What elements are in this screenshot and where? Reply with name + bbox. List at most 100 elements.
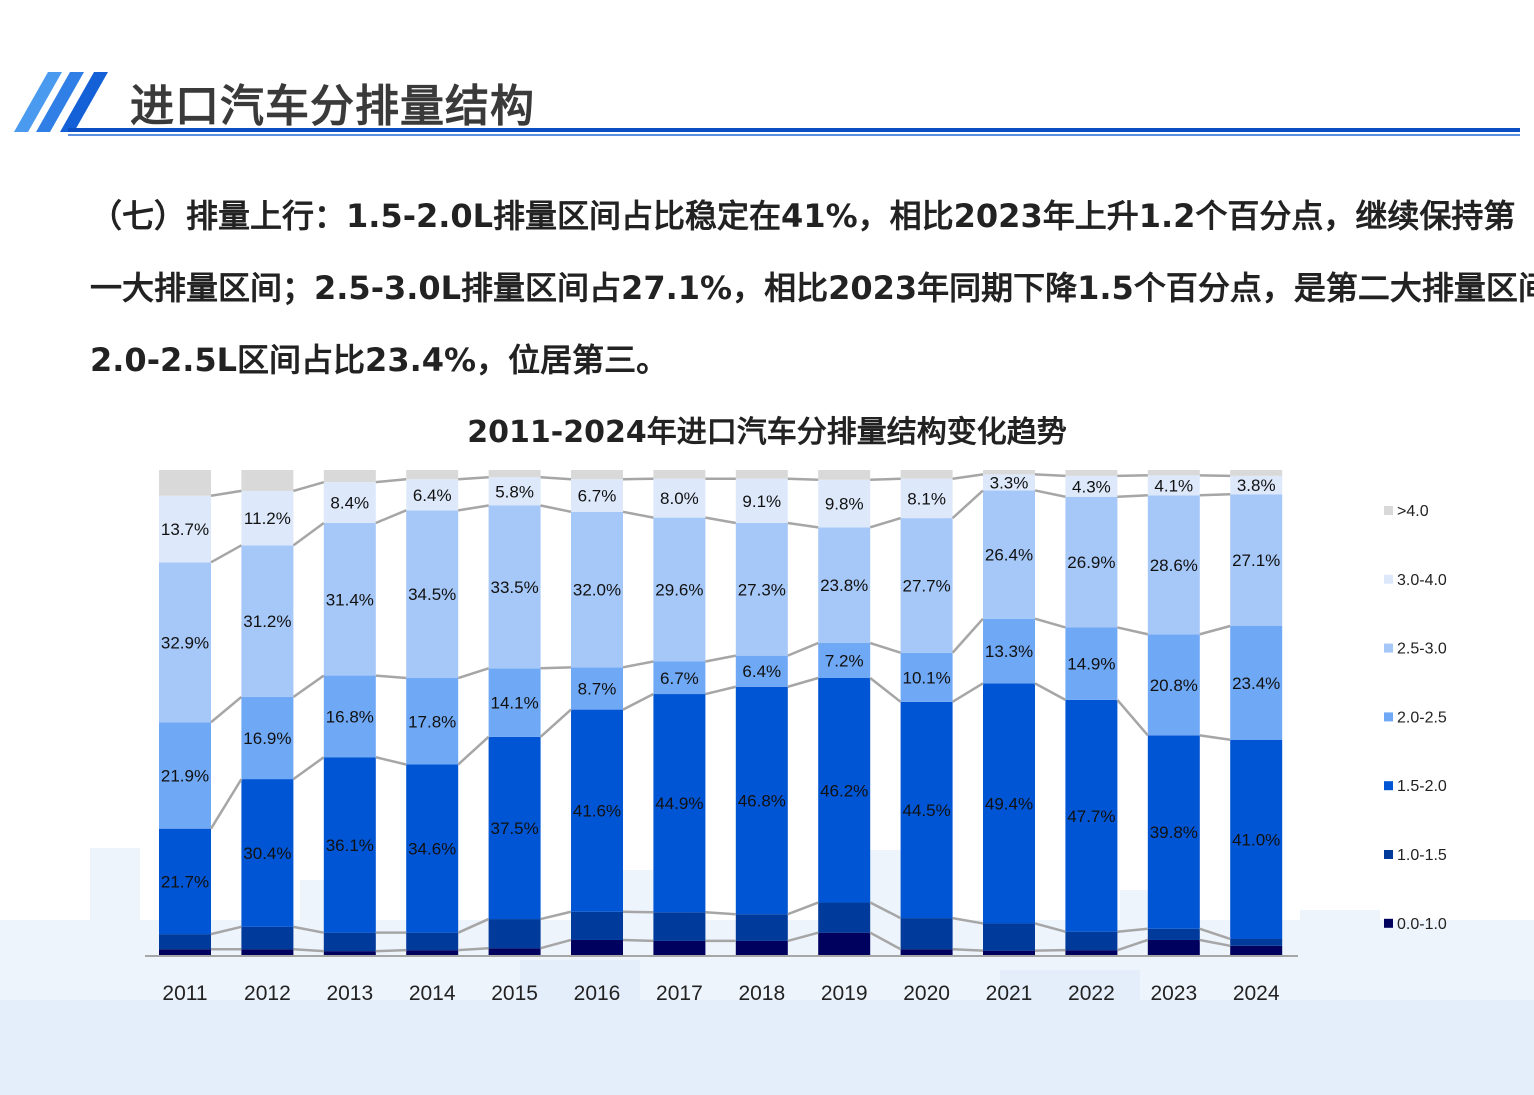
bar-segment — [983, 490, 1035, 619]
series-line — [293, 925, 325, 934]
data-label: 34.6% — [408, 840, 456, 859]
bar-segment — [406, 470, 459, 480]
series-line — [870, 477, 901, 481]
bar-segment — [488, 919, 541, 949]
data-label: 16.8% — [326, 707, 374, 726]
data-label: 4.1% — [1154, 476, 1193, 495]
data-label: 31.4% — [326, 590, 374, 609]
series-line — [1199, 734, 1231, 741]
data-label: 33.5% — [490, 578, 538, 597]
data-label: 14.1% — [490, 694, 538, 713]
legend-swatch — [1384, 712, 1393, 722]
data-label: 49.4% — [985, 794, 1033, 813]
bar-segment — [1065, 475, 1118, 497]
series-line — [457, 917, 490, 934]
bar-segment — [571, 709, 623, 912]
bar-segment — [818, 527, 871, 644]
series-line — [458, 946, 489, 952]
paragraph-line: （七）排量上行：1.5-2.0L排量区间占比稳定在41%，相比2023年上升1.… — [90, 197, 1516, 235]
x-tick-label: 2015 — [491, 982, 538, 1005]
data-label: 21.7% — [161, 872, 209, 891]
series-line — [952, 916, 984, 925]
series-line — [375, 509, 407, 525]
x-tick-label: 2016 — [574, 982, 621, 1005]
legend-label: 2.0-2.5 — [1397, 709, 1447, 726]
series-line — [787, 676, 819, 688]
bar-segment — [1147, 928, 1200, 940]
series-line — [622, 660, 654, 669]
series-line — [375, 674, 407, 680]
data-label: 27.3% — [738, 580, 786, 599]
data-label: 39.8% — [1150, 823, 1198, 842]
data-label: 6.7% — [578, 487, 617, 506]
bar-segment — [571, 667, 623, 710]
bar-segment — [735, 686, 788, 915]
x-tick-label: 2023 — [1150, 982, 1197, 1005]
data-label: 11.2% — [244, 509, 291, 528]
bar-segment — [653, 661, 706, 695]
data-label: 16.9% — [243, 729, 291, 748]
data-label: 20.8% — [1150, 676, 1198, 695]
bar-segment — [241, 490, 294, 546]
bar-segment — [735, 522, 788, 656]
series-line — [458, 504, 489, 512]
bar-segment — [1147, 634, 1200, 736]
bar-segment — [241, 926, 294, 950]
bar-segment — [1065, 627, 1118, 700]
paragraph-line: 2.0-2.5L区间占比23.4%，位居第三。 — [90, 341, 669, 379]
bar-segment — [323, 675, 376, 758]
bar-segment — [241, 470, 294, 491]
bar-segment — [488, 505, 541, 669]
series-line — [1117, 927, 1148, 933]
header-rule — [68, 134, 1520, 136]
stripe-icon — [60, 72, 108, 132]
bar-segment — [1147, 495, 1200, 635]
bar-segment — [571, 470, 623, 480]
data-label: 46.2% — [820, 781, 868, 800]
series-line — [787, 477, 819, 481]
bar-segment — [406, 932, 459, 951]
series-line — [1199, 938, 1231, 948]
bar-segment — [1147, 735, 1200, 929]
series-line — [292, 521, 325, 547]
data-label: 41.6% — [573, 802, 621, 821]
legend-swatch — [1384, 643, 1393, 653]
x-tick-label: 2011 — [162, 982, 207, 1005]
series-line — [1034, 682, 1066, 701]
bar-segment — [900, 949, 953, 956]
bar-segment — [488, 948, 541, 956]
data-label: 6.7% — [660, 669, 699, 688]
bar-segment — [900, 918, 953, 950]
bar-segment — [1065, 496, 1118, 628]
data-label: 3.8% — [1237, 476, 1276, 495]
series-line — [458, 476, 489, 481]
bar-segment — [323, 932, 376, 952]
series-line — [787, 641, 819, 657]
series-line — [293, 480, 325, 493]
data-label: 28.6% — [1150, 556, 1198, 575]
bar-segment — [900, 478, 953, 519]
bar-segment — [406, 510, 459, 679]
bar-segment — [323, 757, 376, 933]
data-label: 8.1% — [907, 489, 946, 508]
data-label: 44.5% — [902, 801, 950, 820]
data-label: 17.8% — [408, 712, 456, 731]
series-line — [622, 938, 654, 943]
data-label: 34.5% — [408, 585, 456, 604]
x-tick-label: 2024 — [1233, 982, 1280, 1005]
data-label: 41.0% — [1232, 830, 1280, 849]
bar-segment — [735, 478, 788, 523]
series-line — [869, 677, 902, 703]
paragraph-line: 一大排量区间；2.5-3.0L排量区间占27.1%，相比2023年同期下降1.5… — [90, 269, 1534, 307]
data-label: 26.9% — [1067, 553, 1115, 572]
legend-label: 0.0-1.0 — [1397, 916, 1447, 933]
bar-segment — [406, 678, 459, 765]
data-label: 9.8% — [825, 495, 864, 514]
series-line — [1117, 626, 1149, 636]
series-line — [622, 510, 654, 519]
data-label: 46.8% — [738, 791, 786, 810]
bar-segment — [1147, 470, 1200, 476]
series-line — [1034, 489, 1066, 498]
bar-segment — [900, 470, 953, 479]
